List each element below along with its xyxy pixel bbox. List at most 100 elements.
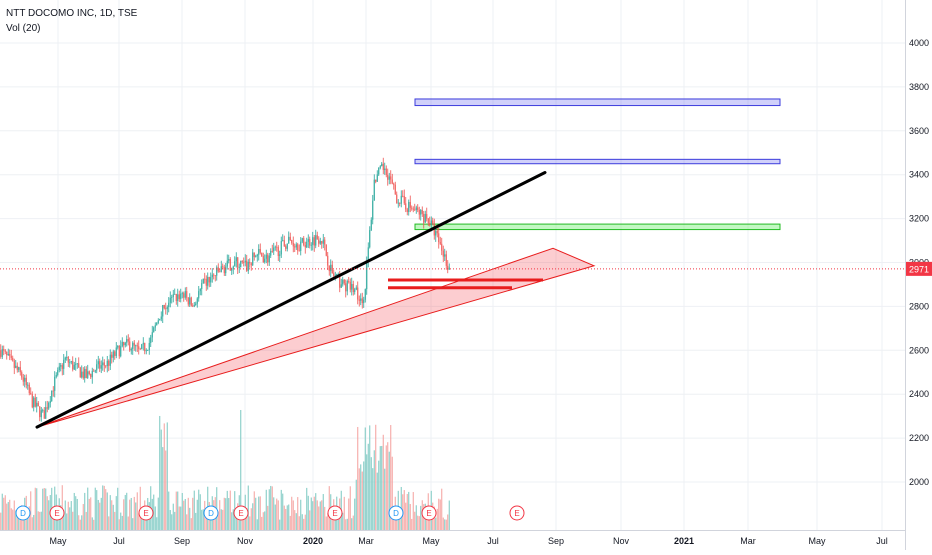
volume-indicator-label[interactable]: Vol (20) [6,21,137,36]
volume-bar [162,447,163,530]
candle-body [258,249,259,255]
volume-bar [135,502,136,530]
candle-body [320,241,321,244]
volume-bar [92,517,93,530]
volume-bar [90,497,91,530]
candle-body [239,267,240,268]
volume-bar [309,510,310,530]
volume-bar [386,445,387,530]
drawings-layer[interactable] [37,99,780,427]
candle-body [438,233,439,242]
volume-bar [87,488,88,530]
candle-body [26,378,27,385]
volume-bar [257,519,258,530]
candle-body [255,256,256,257]
volume-bar [170,510,171,530]
price-tick-label: 3200 [909,214,929,224]
symbol-title[interactable]: NTT DOCOMO INC, 1D, TSE [6,6,137,21]
candle-body [125,343,126,346]
volume-bar [53,519,54,530]
candle-body [84,369,85,378]
price-tick-label: 3400 [909,170,929,180]
event-marker-label: D [208,509,214,518]
volume-bar [278,500,279,530]
price-tick-label: 2200 [909,433,929,443]
candle-body [243,262,244,263]
candle-body [398,203,399,204]
candle-body [90,374,91,377]
candle-body [192,306,193,307]
candle-body [327,256,328,266]
volume-bar [326,517,327,530]
candle-body [240,261,241,267]
volume-bar [231,512,232,530]
candle-body [230,259,231,271]
volume-bar [365,427,366,530]
candle-body [51,391,52,401]
volume-bar [369,425,370,530]
volume-bar [5,495,6,530]
candle-body [140,349,141,350]
volume-bar [381,446,382,530]
volume-bar [113,505,114,530]
volume-bar [314,497,315,530]
volume-bar [69,507,70,530]
volume-bar [324,507,325,530]
volume-bar [221,509,222,530]
volume-bar [230,491,231,530]
candle-body [315,235,316,245]
volume-bar [12,510,13,530]
candle-body [9,354,10,356]
candle-body [407,209,408,212]
volume-bar [440,499,441,530]
candle-body [353,284,354,292]
candle-body [425,214,426,223]
volume-bar [38,511,39,530]
volume-bar [411,519,412,530]
candle-body [257,255,258,257]
candle-body [27,385,28,386]
volume-bar [41,512,42,530]
volume-bar [89,499,90,530]
volume-bar [9,500,10,530]
volume-bar [344,497,345,530]
candle-body [120,346,121,356]
time-tick-label: Nov [613,536,630,546]
candle-body [33,398,34,408]
volume-bar [195,513,196,530]
volume-bar [71,501,72,530]
candle-body [357,288,358,300]
candle-body [147,350,148,351]
volume-bar [407,494,408,530]
candle-body [39,406,40,417]
candle-body [296,244,297,247]
candle-body [440,242,441,244]
volume-bar [128,516,129,530]
candle-body [93,371,94,372]
candle-body [185,291,186,298]
volume-bar [167,422,168,530]
candle-body [299,251,300,252]
volume-bar [84,493,85,530]
time-tick-label: 2021 [674,536,694,546]
candle-body [396,195,397,204]
volume-bar [347,519,348,530]
candle-body [426,214,427,219]
candle-body [189,298,190,305]
candle-body [53,391,54,392]
volume-bar [125,495,126,530]
volume-bar [74,493,75,530]
volume-bar [270,486,271,530]
candle-body [444,254,445,256]
volume-bar [191,518,192,530]
candle-body [14,361,15,368]
volume-bar [297,497,298,530]
price-axis[interactable]: 2000220024002600280030003200340036003800… [906,0,932,550]
candle-body [227,261,228,267]
candle-body [356,288,357,290]
candle-body [348,281,349,282]
volume-bar [159,416,160,530]
